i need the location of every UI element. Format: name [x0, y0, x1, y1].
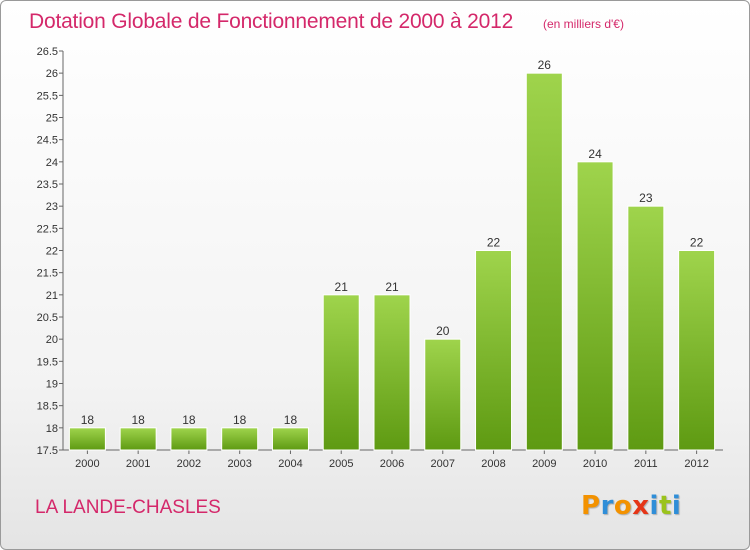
data-label-2002: 18	[182, 413, 196, 427]
data-label-2000: 18	[81, 413, 95, 427]
x-tick-label: 2003	[227, 458, 251, 470]
bar-2005	[322, 294, 360, 451]
bar-2012	[678, 250, 716, 451]
x-tick-label: 2004	[278, 458, 302, 470]
y-tick-label: 26	[46, 68, 58, 80]
data-label-2006: 21	[385, 280, 399, 294]
chart-unit-note: (en milliers d'€)	[543, 17, 624, 31]
y-tick-label: 24	[46, 157, 58, 169]
bar-2004	[271, 427, 309, 451]
data-label-2011: 23	[639, 191, 653, 205]
proxiti-logo[interactable]: Proxiti	[581, 491, 681, 521]
x-tick-label: 2006	[380, 458, 404, 470]
bar-2002	[170, 427, 208, 451]
y-tick-label: 20	[46, 334, 58, 346]
data-label-2009: 26	[538, 58, 552, 72]
y-tick-label: 19.5	[37, 356, 58, 368]
y-tick-label: 19	[46, 379, 58, 391]
y-tick-label: 17.5	[37, 445, 58, 457]
bar-2001	[119, 427, 157, 451]
city-name: LA LANDE-CHASLES	[35, 497, 221, 518]
y-tick-label: 26.5	[37, 46, 58, 58]
bar-2006	[373, 294, 411, 451]
y-tick-label: 18	[46, 423, 58, 435]
data-label-2012: 22	[690, 236, 704, 250]
x-tick-label: 2001	[126, 458, 150, 470]
y-tick-label: 21.5	[37, 268, 58, 280]
bar-2008	[475, 250, 513, 451]
chart-title: Dotation Globale de Fonctionnement de 20…	[29, 10, 514, 33]
y-tick-label: 23.5	[37, 179, 58, 191]
y-tick-label: 22.5	[37, 223, 58, 235]
bar-2010	[576, 161, 614, 451]
logo-letter: t	[658, 491, 672, 521]
data-label-2010: 24	[588, 147, 602, 161]
data-label-2007: 20	[436, 324, 450, 338]
y-tick-label: 18.5	[37, 401, 58, 413]
x-tick-label: 2005	[329, 458, 353, 470]
y-tick-label: 25	[46, 113, 58, 125]
x-tick-label: 2007	[431, 458, 455, 470]
x-tick-label: 2008	[481, 458, 505, 470]
logo-letter: P	[581, 491, 601, 521]
logo-letter: i	[649, 491, 659, 521]
y-tick-label: 24.5	[37, 135, 58, 147]
x-tick-label: 2012	[684, 458, 708, 470]
bar-2009	[525, 72, 563, 451]
data-labels: 18 18 18 18 18 21 21 20 22 26 24 23 22	[81, 58, 704, 427]
logo-letter: x	[632, 491, 650, 521]
logo-letter: i	[671, 491, 682, 521]
x-tick-label: 2002	[177, 458, 201, 470]
logo-letter: o	[613, 491, 633, 521]
data-label-2003: 18	[233, 413, 247, 427]
data-label-2005: 21	[335, 280, 349, 294]
data-label-2008: 22	[487, 236, 501, 250]
bars	[68, 72, 716, 451]
x-tick-label: 2010	[583, 458, 607, 470]
x-tick-label: 2009	[532, 458, 556, 470]
data-label-2001: 18	[131, 413, 145, 427]
x-tick-label: 2000	[75, 458, 99, 470]
y-tick-label: 21	[46, 290, 58, 302]
data-label-2004: 18	[284, 413, 298, 427]
y-tick-label: 22	[46, 246, 58, 258]
logo-letter: r	[600, 491, 614, 521]
bar-2003	[221, 427, 259, 451]
x-tick-label: 2011	[634, 458, 658, 470]
y-tick-label: 20.5	[37, 312, 58, 324]
bar-2011	[627, 205, 665, 451]
bar-2007	[424, 338, 462, 451]
y-tick-label: 25.5	[37, 90, 58, 102]
y-tick-label: 23	[46, 201, 58, 213]
bar-2000	[68, 427, 106, 451]
